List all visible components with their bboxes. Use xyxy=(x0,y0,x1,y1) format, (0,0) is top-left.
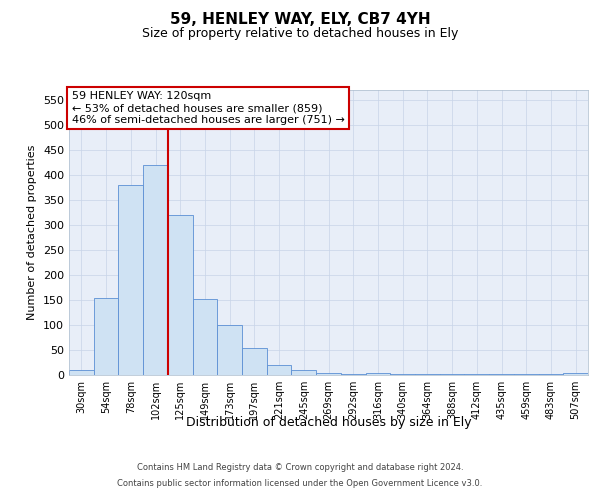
Bar xyxy=(193,298,217,375)
Text: 59, HENLEY WAY, ELY, CB7 4YH: 59, HENLEY WAY, ELY, CB7 4YH xyxy=(170,12,430,28)
Bar xyxy=(217,325,242,375)
Bar xyxy=(390,374,415,375)
Text: 59 HENLEY WAY: 120sqm
← 53% of detached houses are smaller (859)
46% of semi-det: 59 HENLEY WAY: 120sqm ← 53% of detached … xyxy=(71,92,344,124)
Bar xyxy=(341,374,365,375)
Text: Contains HM Land Registry data © Crown copyright and database right 2024.: Contains HM Land Registry data © Crown c… xyxy=(137,464,463,472)
Bar xyxy=(292,370,316,375)
Bar xyxy=(489,374,514,375)
Bar xyxy=(316,372,341,375)
Text: Distribution of detached houses by size in Ely: Distribution of detached houses by size … xyxy=(186,416,472,429)
Bar xyxy=(143,165,168,375)
Bar xyxy=(242,348,267,375)
Y-axis label: Number of detached properties: Number of detached properties xyxy=(28,145,37,320)
Bar xyxy=(514,374,539,375)
Bar xyxy=(267,365,292,375)
Text: Size of property relative to detached houses in Ely: Size of property relative to detached ho… xyxy=(142,28,458,40)
Bar xyxy=(440,374,464,375)
Bar xyxy=(69,370,94,375)
Bar xyxy=(365,372,390,375)
Bar xyxy=(168,215,193,375)
Bar xyxy=(563,372,588,375)
Bar xyxy=(118,185,143,375)
Bar xyxy=(415,374,440,375)
Bar xyxy=(94,298,118,375)
Bar xyxy=(539,374,563,375)
Bar xyxy=(464,374,489,375)
Text: Contains public sector information licensed under the Open Government Licence v3: Contains public sector information licen… xyxy=(118,478,482,488)
